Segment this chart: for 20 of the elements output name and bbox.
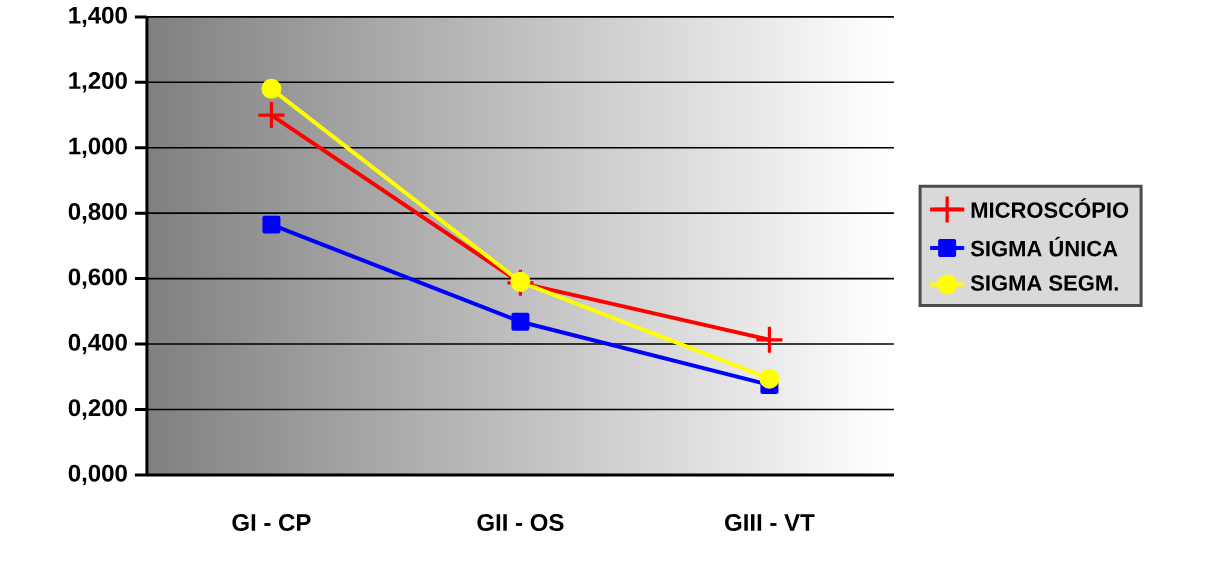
x-tick-label: GIII - VT (725, 513, 815, 531)
point (261, 78, 282, 99)
y-tick-label: 0,200 (68, 399, 127, 420)
y-tick-label: 0,600 (68, 268, 127, 289)
y-tick-label: 0,400 (68, 333, 127, 355)
y-tick-label: 1,200 (69, 71, 127, 93)
y-tick-label: 1,000 (69, 137, 127, 158)
y-tick-label: 0,800 (68, 202, 127, 224)
point (511, 312, 530, 331)
legend-label: SIGMA ÚNICA (970, 236, 1118, 257)
point (756, 326, 783, 353)
legend-label: MICROSCÓPIO (971, 198, 1129, 218)
legend-label: SIGMA SEGM. (970, 275, 1118, 291)
point (759, 368, 780, 389)
point (258, 101, 285, 128)
x-tick-label: GI - CP (232, 513, 311, 531)
point (262, 215, 281, 234)
y-tick-label: 1,400 (69, 6, 127, 27)
x-tick-label: GII - OS (477, 513, 564, 531)
y-tick-label: 0,000 (68, 464, 127, 485)
